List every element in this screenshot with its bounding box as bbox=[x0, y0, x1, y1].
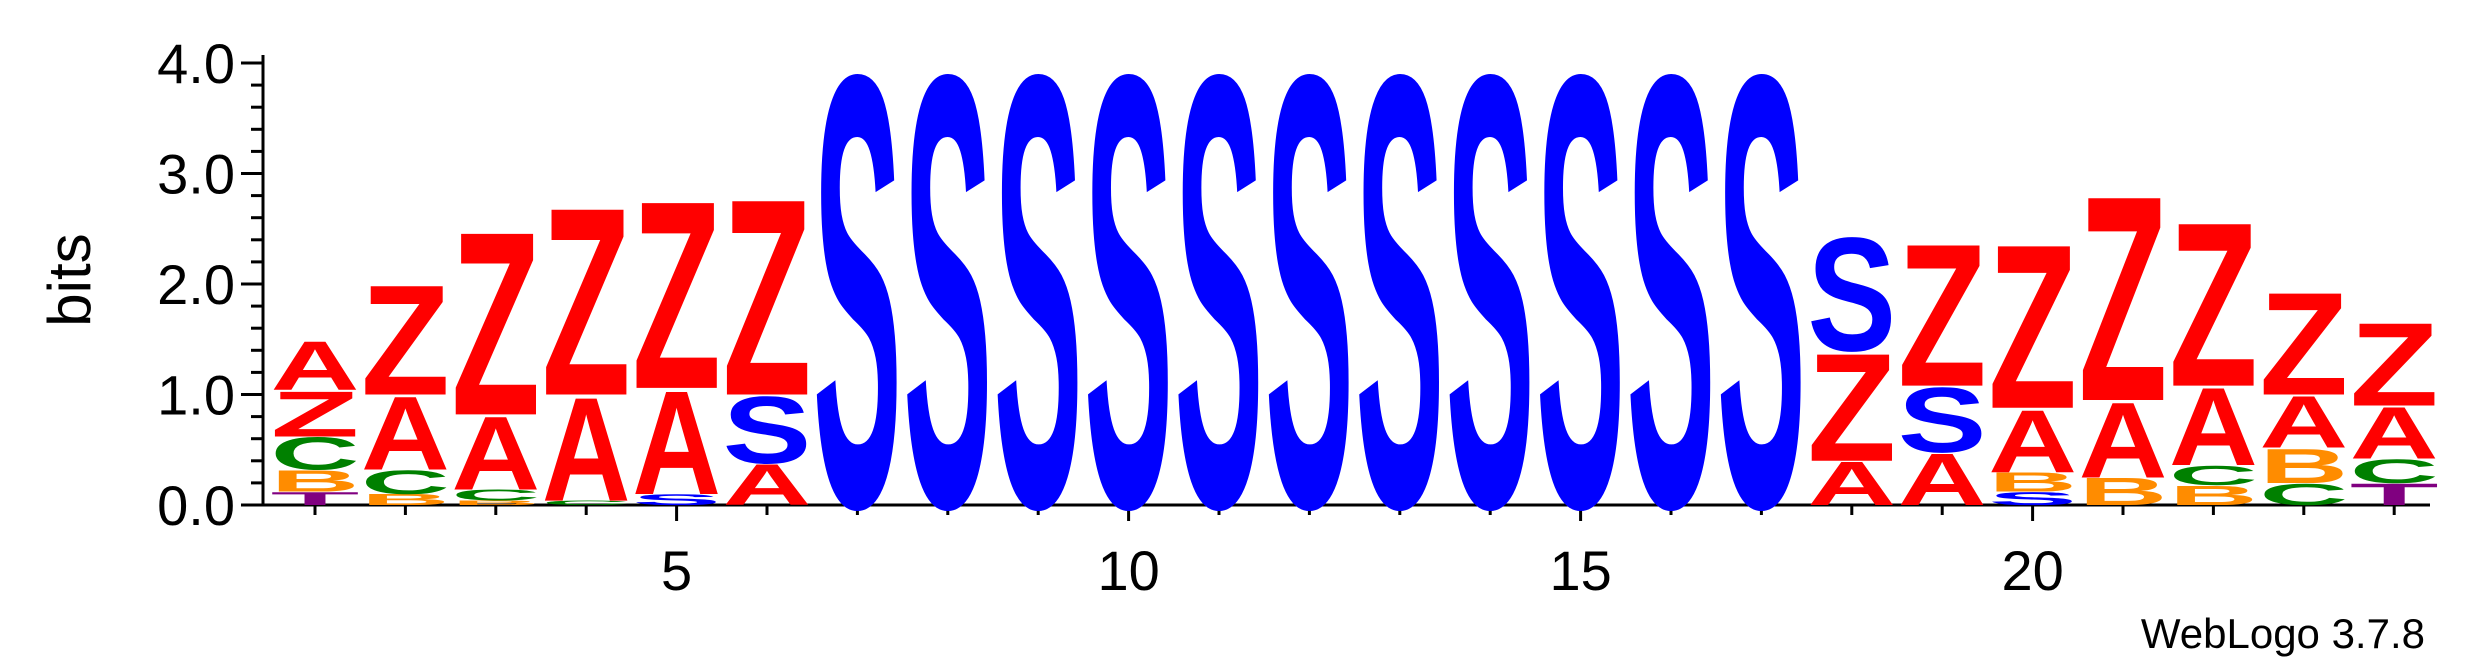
logo-letter-b: B bbox=[271, 464, 360, 498]
logo-letter-s: S bbox=[1446, 0, 1535, 636]
logo-column: BAZ bbox=[2079, 136, 2168, 513]
logo-letter-s: S bbox=[1717, 0, 1806, 636]
logo-column: S bbox=[1536, 0, 1625, 636]
logo-letter-z: Z bbox=[2079, 136, 2168, 463]
logo-letter-a: A bbox=[1988, 391, 2077, 491]
logo-letter-a: A bbox=[542, 367, 631, 532]
logo-letter-a: A bbox=[2169, 365, 2258, 489]
logo-column: S bbox=[1355, 0, 1444, 636]
y-axis: 0.0 1.0 2.0 3.0 4.0 bbox=[157, 32, 265, 537]
logo-letter-a: A bbox=[361, 376, 450, 493]
y-tick-label: 2.0 bbox=[157, 253, 235, 316]
x-tick-label: 5 bbox=[661, 539, 692, 602]
logo-column: S bbox=[1627, 0, 1716, 636]
logo-letter-s: S bbox=[1988, 488, 2077, 509]
logo-column: S bbox=[1265, 0, 1354, 636]
logo-letter-a: A bbox=[2079, 379, 2168, 500]
logo-letter-z: Z bbox=[542, 152, 631, 452]
logo-letter-a: A bbox=[1898, 438, 1987, 521]
logo-letter-a: A bbox=[1807, 449, 1896, 518]
logo-column: S bbox=[1084, 0, 1173, 636]
logo-column: S bbox=[1175, 0, 1264, 636]
logo-column: CAZ bbox=[542, 152, 631, 532]
logo-column: S bbox=[813, 0, 902, 636]
logo-letter-b: B bbox=[2169, 480, 2258, 511]
x-axis: 5 10 15 20 bbox=[263, 503, 2430, 602]
logo-letter-s: S bbox=[1536, 0, 1625, 636]
logo-letter-s: S bbox=[632, 491, 721, 508]
logo-letter-a: A bbox=[723, 453, 812, 518]
logo-letter-z: Z bbox=[723, 142, 812, 455]
logo-letter-s: S bbox=[1898, 369, 1987, 472]
logo-letter-s: S bbox=[1807, 205, 1896, 385]
logo-column: S bbox=[1446, 0, 1535, 636]
y-axis-label: bits bbox=[36, 233, 103, 326]
logo-letter-z: Z bbox=[1898, 203, 1987, 430]
logo-letter-s: S bbox=[1084, 0, 1173, 636]
logo-letter-t: T bbox=[2350, 477, 2439, 511]
logo-letter-b: B bbox=[451, 499, 540, 506]
logo-letter-s: S bbox=[813, 0, 902, 636]
logo-letter-a: A bbox=[451, 396, 540, 513]
logo-letter-a: A bbox=[2259, 380, 2348, 463]
logo-letter-z: Z bbox=[2350, 299, 2439, 431]
logo-column: ASZ bbox=[723, 142, 812, 518]
logo-column: ASZ bbox=[1898, 203, 1987, 521]
logo-column: S bbox=[903, 0, 992, 636]
logo-letter-c: C bbox=[542, 499, 631, 506]
logo-column: S bbox=[994, 0, 1083, 636]
logo-column: S bbox=[1717, 0, 1806, 636]
logo-column: AZS bbox=[1807, 205, 1896, 518]
logo-letter-b: B bbox=[2259, 438, 2348, 493]
logo-letter-a: A bbox=[632, 360, 721, 525]
logo-letter-z: Z bbox=[632, 145, 721, 445]
logo-letter-z: Z bbox=[361, 253, 450, 429]
logo-letter-z: Z bbox=[1988, 196, 2077, 458]
logo-letter-c: C bbox=[271, 428, 360, 480]
x-tick-label: 15 bbox=[1549, 539, 1611, 602]
logo-letter-a: A bbox=[2350, 391, 2439, 474]
logo-letter-c: C bbox=[2350, 452, 2439, 490]
logo-letter-c: C bbox=[2169, 460, 2258, 491]
logo-letter-b: B bbox=[2079, 471, 2168, 514]
y-tick-label: 4.0 bbox=[157, 32, 235, 95]
y-tick-label: 1.0 bbox=[157, 364, 235, 427]
logo-letter-c: C bbox=[2259, 477, 2348, 511]
logo-letter-b: B bbox=[1988, 466, 2077, 497]
logo-letter-a: A bbox=[271, 328, 360, 405]
weblogo-version-footer: WebLogo 3.7.8 bbox=[2141, 610, 2425, 657]
logo-letter-s: S bbox=[1175, 0, 1264, 636]
logo-column: SAZ bbox=[632, 145, 721, 525]
logo-letter-s: S bbox=[1265, 0, 1354, 636]
logo-letter-c: C bbox=[361, 463, 450, 501]
logo-letter-z: Z bbox=[451, 177, 540, 470]
logo-letter-t: T bbox=[271, 488, 360, 509]
logo-letter-s: S bbox=[903, 0, 992, 636]
logo-letter-z: Z bbox=[2169, 174, 2258, 436]
y-tick-label: 3.0 bbox=[157, 143, 235, 206]
logo-letter-s: S bbox=[1355, 0, 1444, 636]
logo-letter-s: S bbox=[1627, 0, 1716, 636]
x-tick-label: 10 bbox=[1097, 539, 1159, 602]
logo-letter-z: Z bbox=[2259, 262, 2348, 426]
logo-letter-z: Z bbox=[271, 378, 360, 451]
x-tick-label: 20 bbox=[2001, 539, 2063, 602]
logo-letter-z: Z bbox=[1807, 321, 1896, 494]
logo-letter-b: B bbox=[361, 491, 450, 508]
logo-letter-s: S bbox=[723, 376, 812, 483]
logo-letter-c: C bbox=[451, 487, 540, 504]
logo-letter-s: S bbox=[994, 0, 1083, 636]
y-tick-label: 0.0 bbox=[157, 474, 235, 537]
